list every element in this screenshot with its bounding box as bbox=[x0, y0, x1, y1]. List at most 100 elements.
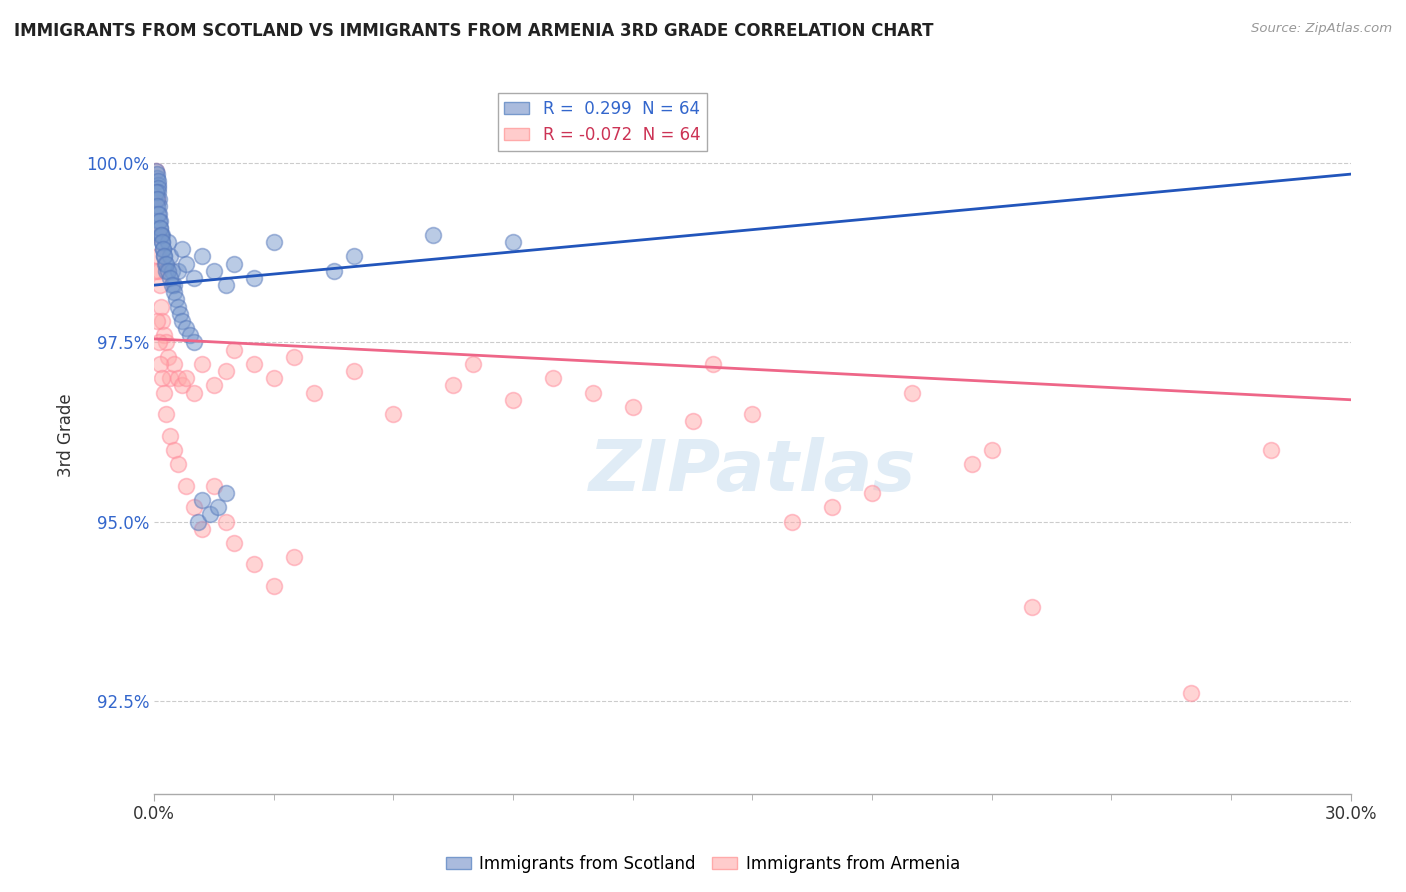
Point bbox=[146, 250, 169, 264]
Point bbox=[187, 515, 209, 529]
Point bbox=[146, 181, 169, 195]
Point bbox=[621, 400, 644, 414]
Point bbox=[153, 328, 176, 343]
Point bbox=[901, 385, 924, 400]
Point bbox=[152, 243, 174, 257]
Point bbox=[322, 264, 344, 278]
Point bbox=[163, 357, 186, 371]
Point bbox=[191, 357, 214, 371]
Point bbox=[160, 278, 183, 293]
Point bbox=[153, 250, 176, 264]
Point bbox=[174, 321, 197, 335]
Point bbox=[283, 350, 305, 364]
Point bbox=[170, 243, 193, 257]
Point bbox=[183, 385, 205, 400]
Point bbox=[191, 250, 214, 264]
Text: Source: ZipAtlas.com: Source: ZipAtlas.com bbox=[1251, 22, 1392, 36]
Point bbox=[263, 579, 285, 593]
Point bbox=[152, 243, 174, 257]
Point bbox=[146, 314, 169, 328]
Point bbox=[160, 264, 183, 278]
Point bbox=[145, 163, 167, 178]
Point bbox=[243, 271, 266, 285]
Point bbox=[157, 350, 180, 364]
Point bbox=[980, 442, 1002, 457]
Point bbox=[215, 515, 238, 529]
Point bbox=[150, 235, 173, 249]
Point bbox=[149, 220, 172, 235]
Point bbox=[155, 257, 177, 271]
Point bbox=[159, 271, 181, 285]
Point bbox=[263, 235, 285, 249]
Point bbox=[179, 328, 201, 343]
Point bbox=[382, 407, 405, 421]
Point bbox=[263, 371, 285, 385]
Point bbox=[502, 235, 524, 249]
Point bbox=[155, 257, 177, 271]
Point bbox=[146, 178, 169, 192]
Point bbox=[215, 486, 238, 500]
Point bbox=[145, 192, 167, 206]
Text: IMMIGRANTS FROM SCOTLAND VS IMMIGRANTS FROM ARMENIA 3RD GRADE CORRELATION CHART: IMMIGRANTS FROM SCOTLAND VS IMMIGRANTS F… bbox=[14, 22, 934, 40]
Point bbox=[146, 170, 169, 185]
Point bbox=[582, 385, 605, 400]
Point bbox=[422, 227, 444, 242]
Point bbox=[145, 163, 167, 178]
Point bbox=[502, 392, 524, 407]
Point bbox=[202, 478, 225, 492]
Point bbox=[283, 550, 305, 565]
Point bbox=[145, 185, 167, 199]
Point bbox=[149, 220, 172, 235]
Point bbox=[782, 515, 804, 529]
Point bbox=[148, 335, 170, 350]
Point bbox=[183, 500, 205, 515]
Point bbox=[1021, 600, 1043, 615]
Point bbox=[302, 385, 325, 400]
Point bbox=[342, 250, 364, 264]
Point bbox=[169, 307, 191, 321]
Legend: Immigrants from Scotland, Immigrants from Armenia: Immigrants from Scotland, Immigrants fro… bbox=[439, 848, 967, 880]
Point bbox=[155, 335, 177, 350]
Point bbox=[174, 478, 197, 492]
Text: ZIPatlas: ZIPatlas bbox=[589, 437, 917, 506]
Point bbox=[741, 407, 763, 421]
Point bbox=[149, 357, 172, 371]
Point bbox=[207, 500, 229, 515]
Point bbox=[146, 185, 169, 199]
Point bbox=[702, 357, 724, 371]
Point bbox=[146, 174, 169, 188]
Point bbox=[1180, 686, 1202, 700]
Point bbox=[157, 235, 180, 249]
Point bbox=[463, 357, 485, 371]
Point bbox=[174, 257, 197, 271]
Point bbox=[145, 264, 167, 278]
Point bbox=[159, 428, 181, 442]
Point bbox=[148, 264, 170, 278]
Point bbox=[222, 257, 245, 271]
Point bbox=[960, 457, 983, 471]
Point bbox=[243, 558, 266, 572]
Point bbox=[191, 522, 214, 536]
Point bbox=[167, 300, 190, 314]
Point bbox=[342, 364, 364, 378]
Point bbox=[198, 508, 221, 522]
Point bbox=[183, 335, 205, 350]
Point bbox=[159, 250, 181, 264]
Point bbox=[163, 278, 186, 293]
Point bbox=[682, 414, 704, 428]
Point bbox=[860, 486, 883, 500]
Y-axis label: 3rd Grade: 3rd Grade bbox=[58, 393, 75, 477]
Point bbox=[148, 192, 170, 206]
Point bbox=[202, 264, 225, 278]
Point bbox=[170, 378, 193, 392]
Point bbox=[191, 493, 214, 508]
Point bbox=[155, 264, 177, 278]
Point bbox=[167, 264, 190, 278]
Point bbox=[222, 536, 245, 550]
Point bbox=[150, 235, 173, 249]
Point bbox=[202, 378, 225, 392]
Point bbox=[215, 364, 238, 378]
Point bbox=[153, 385, 176, 400]
Point bbox=[150, 227, 173, 242]
Point bbox=[159, 371, 181, 385]
